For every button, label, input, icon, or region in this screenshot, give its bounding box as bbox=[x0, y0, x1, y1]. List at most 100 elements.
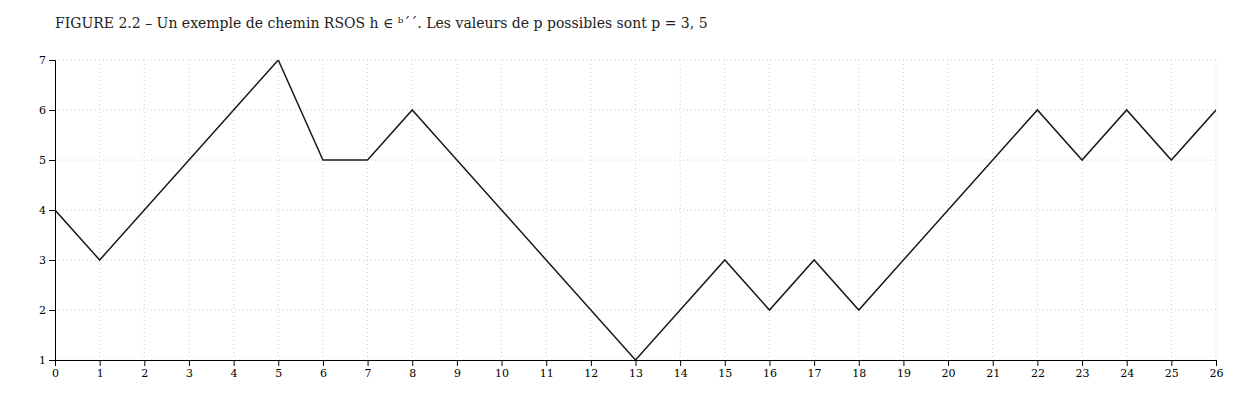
tick-label: 7 bbox=[39, 54, 46, 67]
tick-label: 2 bbox=[141, 367, 148, 380]
tick: 16 bbox=[763, 360, 777, 380]
axis-line bbox=[49, 61, 56, 361]
tick-mark bbox=[993, 360, 994, 366]
grid-line bbox=[55, 160, 1216, 161]
tick-label: 22 bbox=[1031, 367, 1045, 380]
grid-line bbox=[233, 60, 234, 360]
tick-mark bbox=[49, 360, 55, 361]
tick: 10 bbox=[495, 360, 509, 380]
tick-label: 16 bbox=[763, 367, 777, 380]
tick-mark bbox=[1127, 360, 1128, 366]
title: FIGURE 2.2 – Un exemple de chemin RSOS h… bbox=[55, 15, 708, 31]
tick-mark bbox=[412, 360, 413, 366]
tick: 11 bbox=[540, 360, 554, 380]
tick-mark bbox=[234, 360, 235, 366]
tick: 3 bbox=[39, 254, 55, 267]
tick-label: 23 bbox=[1076, 367, 1090, 380]
tick-mark bbox=[1082, 360, 1083, 366]
tick-label: 25 bbox=[1165, 367, 1179, 380]
tick-mark bbox=[49, 60, 55, 61]
tick-label: 9 bbox=[454, 367, 461, 380]
tick: 2 bbox=[141, 360, 148, 380]
grid-line bbox=[724, 60, 725, 360]
tick: 17 bbox=[808, 360, 822, 380]
tick-label: 11 bbox=[540, 367, 554, 380]
tick-mark bbox=[903, 360, 904, 366]
tick-label: 5 bbox=[275, 367, 282, 380]
tick: 15 bbox=[718, 360, 732, 380]
tick-label: 4 bbox=[39, 204, 46, 217]
tick-mark bbox=[725, 360, 726, 366]
tick: 20 bbox=[942, 360, 956, 380]
grid-line bbox=[456, 60, 457, 360]
tick-label: 19 bbox=[897, 367, 911, 380]
tick-label: 13 bbox=[629, 367, 643, 380]
tick: 23 bbox=[1076, 360, 1090, 380]
grid-line bbox=[814, 60, 815, 360]
tick-mark bbox=[49, 210, 55, 211]
tick-label: 24 bbox=[1120, 367, 1134, 380]
tick-label: 4 bbox=[231, 367, 238, 380]
tick-mark bbox=[1216, 360, 1217, 366]
tick-label: 3 bbox=[39, 254, 46, 267]
tick-mark bbox=[49, 310, 55, 311]
tick-label: 21 bbox=[986, 367, 1000, 380]
tick-label: 0 bbox=[52, 367, 59, 380]
tick-label: 10 bbox=[495, 367, 509, 380]
grid-line bbox=[55, 310, 1216, 311]
grid-line bbox=[278, 60, 279, 360]
tick-label: 6 bbox=[320, 367, 327, 380]
line bbox=[55, 60, 1216, 360]
tick: 2 bbox=[39, 304, 55, 317]
tick: 26 bbox=[1210, 360, 1224, 380]
tick: 1 bbox=[39, 354, 55, 367]
tick: 5 bbox=[39, 154, 55, 167]
grid-line bbox=[769, 60, 770, 360]
tick-label: 15 bbox=[718, 367, 732, 380]
tick-label: 7 bbox=[365, 367, 372, 380]
tick: 7 bbox=[39, 54, 55, 67]
tick: 13 bbox=[629, 360, 643, 380]
tick: 0 bbox=[52, 360, 59, 380]
grid-line bbox=[1082, 60, 1083, 360]
tick-mark bbox=[814, 360, 815, 366]
tick: 9 bbox=[454, 360, 461, 380]
tick: 1 bbox=[97, 360, 104, 380]
tick-mark bbox=[769, 360, 770, 366]
tick-label: 1 bbox=[39, 354, 46, 367]
marks bbox=[55, 60, 1216, 360]
tick-mark bbox=[278, 360, 279, 366]
tick: 22 bbox=[1031, 360, 1045, 380]
tick-mark bbox=[144, 360, 145, 366]
tick-label: 8 bbox=[409, 367, 416, 380]
tick-mark bbox=[49, 110, 55, 111]
tick: 8 bbox=[409, 360, 416, 380]
plot: 0123456789101112131415161718192021222324… bbox=[39, 54, 1224, 380]
tick-mark bbox=[49, 160, 55, 161]
tick: 18 bbox=[852, 360, 866, 380]
tick-label: 20 bbox=[942, 367, 956, 380]
tick-mark bbox=[1171, 360, 1172, 366]
grid bbox=[55, 60, 1216, 360]
grid-line bbox=[188, 60, 189, 360]
x-axis: 0123456789101112131415161718192021222324… bbox=[52, 360, 1224, 380]
tick: 6 bbox=[39, 104, 55, 117]
tick-label: 17 bbox=[808, 367, 822, 380]
grid-line bbox=[546, 60, 547, 360]
tick-label: 5 bbox=[39, 154, 46, 167]
grid-line bbox=[55, 260, 1216, 261]
tick-label: 1 bbox=[97, 367, 104, 380]
tick: 25 bbox=[1165, 360, 1179, 380]
tick-label: 3 bbox=[186, 367, 193, 380]
tick-mark bbox=[1037, 360, 1038, 366]
tick-mark bbox=[49, 260, 55, 261]
grid-line bbox=[55, 60, 1216, 61]
tick: 24 bbox=[1120, 360, 1134, 380]
tick: 19 bbox=[897, 360, 911, 380]
grid-line bbox=[55, 210, 1216, 211]
tick-mark bbox=[636, 360, 637, 366]
tick: 21 bbox=[986, 360, 1000, 380]
tick-label: 14 bbox=[674, 367, 688, 380]
tick-mark bbox=[948, 360, 949, 366]
tick-mark bbox=[100, 360, 101, 366]
